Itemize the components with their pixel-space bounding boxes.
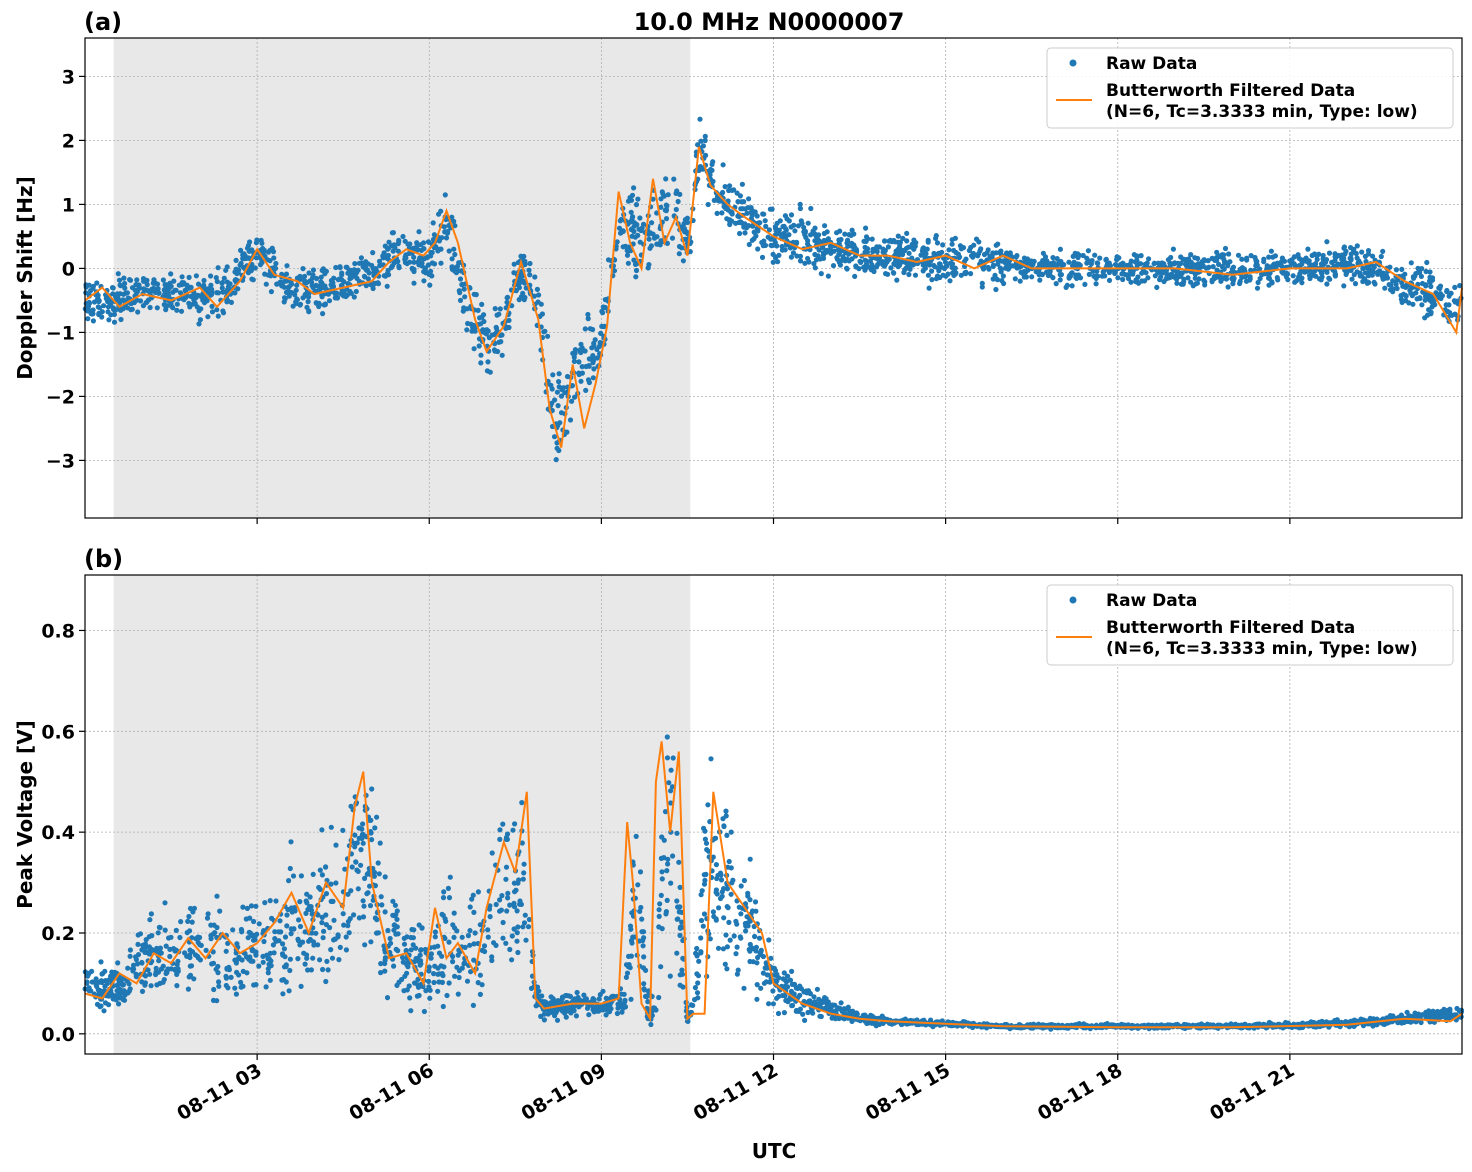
panel-b-shaded-region — [113, 575, 691, 1054]
panel-b-y-axis-label: Peak Voltage [V] — [13, 720, 37, 909]
panel-b-legend-raw-label: Raw Data — [1106, 591, 1197, 611]
panel-b-legend-filtered-label-line1: Butterworth Filtered Data — [1106, 618, 1355, 638]
panel-a-y-tick-label: 3 — [62, 66, 75, 88]
panel-a-x-ticks — [256, 518, 1291, 524]
panel-b-y-tick-label: 0.4 — [41, 822, 75, 844]
panel-a-y-axis-label: Doppler Shift [Hz] — [13, 176, 37, 380]
panel-a-y-tick-label: 0 — [62, 258, 75, 280]
panel-a-legend-box — [1046, 47, 1454, 129]
panel-b-legend-filtered-label-line2: (N=6, Tc=3.3333 min, Type: low) — [1106, 639, 1418, 659]
panel-b-filtered-line — [84, 741, 1463, 1029]
x-axis-label: UTC — [752, 1139, 797, 1163]
panel-b-legend: Raw Data Butterworth Filtered Data (N=6,… — [1046, 584, 1454, 666]
panel-b-y-tick-label: 0.0 — [41, 1024, 75, 1046]
panel-a-y-tick-label: 1 — [62, 194, 75, 216]
panel-a-legend: Raw Data Butterworth Filtered Data (N=6,… — [1046, 47, 1454, 129]
panel-b-legend-raw-marker — [1069, 596, 1077, 604]
panel-a-y-tick-label: −1 — [46, 322, 75, 344]
panel-b-legend-box — [1046, 584, 1454, 666]
figure-title: 10.0 MHz N0000007 — [634, 8, 905, 36]
panel-a-y-ticks: −3 −2 −1 0 1 2 3 — [46, 66, 85, 472]
panel-b-y-tick-label: 0.8 — [41, 620, 75, 642]
panel-a-legend-raw-label: Raw Data — [1106, 54, 1197, 74]
panel-a-filtered-line — [84, 146, 1463, 448]
panel-a-legend-filtered-label-line1: Butterworth Filtered Data — [1106, 81, 1355, 101]
panel-a-y-tick-label: −2 — [46, 386, 75, 408]
panel-a-y-tick-label: 2 — [62, 130, 75, 152]
panel-b-label: (b) — [84, 545, 123, 573]
panel-b-y-tick-label: 0.6 — [41, 721, 75, 743]
panel-b-y-ticks: 0.0 0.2 0.4 0.6 0.8 — [41, 620, 85, 1046]
panel-a-legend-filtered-label-line2: (N=6, Tc=3.3333 min, Type: low) — [1106, 102, 1418, 122]
panel-a-y-tick-label: −3 — [46, 450, 75, 472]
panel-a-legend-raw-marker — [1069, 59, 1077, 67]
panel-a-label: (a) — [84, 8, 122, 36]
panel-a-doppler-shift: −3 −2 −1 0 1 2 3 Doppler Shift [Hz] (a) 10.0 M… — [13, 8, 1464, 524]
panel-b-y-tick-label: 0.2 — [41, 923, 75, 945]
panel-a-shaded-region — [113, 38, 691, 518]
